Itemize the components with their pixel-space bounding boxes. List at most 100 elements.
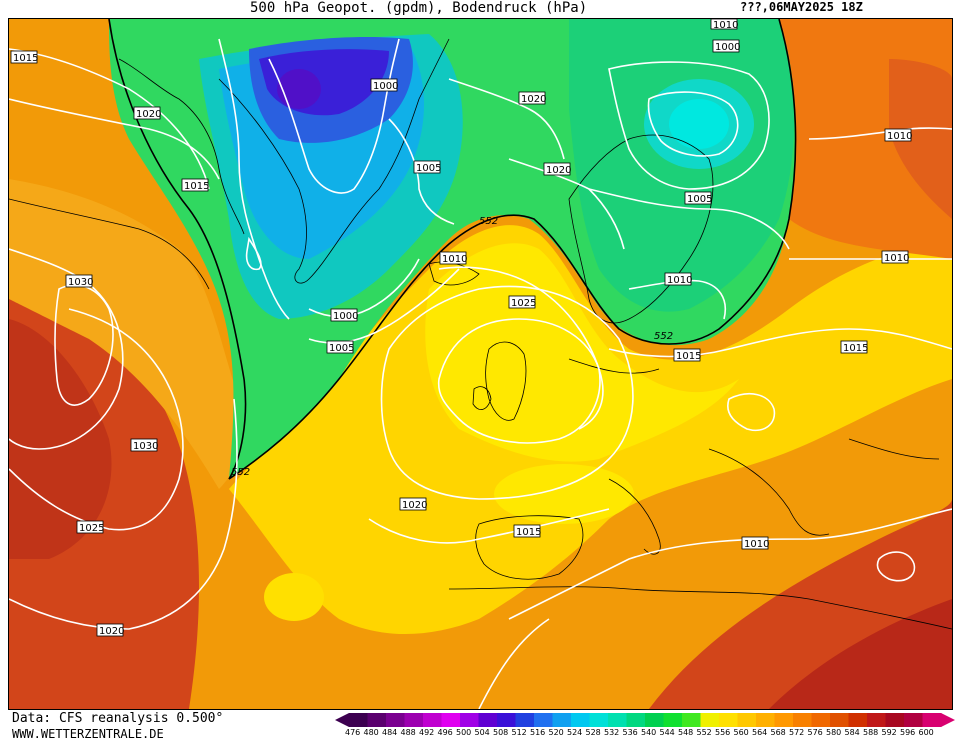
svg-text:1020: 1020 xyxy=(99,626,124,637)
isobar-1010-scand xyxy=(588,188,790,250)
legend-tick-label: 492 xyxy=(419,728,435,737)
legend-swatch xyxy=(811,713,831,727)
isobar-south-fragment xyxy=(478,618,550,709)
legend-swatch xyxy=(645,713,664,727)
legend-tick-label: 564 xyxy=(752,728,768,737)
svg-text:1025: 1025 xyxy=(79,523,104,534)
isobar-1000-south xyxy=(308,258,420,318)
isobar-1010-se xyxy=(508,508,952,620)
legend-tick-label: 584 xyxy=(844,728,860,737)
legend-tick-label: 560 xyxy=(733,728,749,737)
legend-swatch xyxy=(922,713,942,727)
field-yellow-spot-central xyxy=(494,464,634,524)
pressure-label: 1020 xyxy=(399,497,427,511)
legend-tick-label: 580 xyxy=(826,728,842,737)
isobar-1020-sw xyxy=(9,398,238,630)
legend-swatch xyxy=(552,713,572,727)
legend-tick-label: 496 xyxy=(437,728,453,737)
legend-tick-label: 548 xyxy=(678,728,694,737)
legend-swatch xyxy=(386,713,405,727)
legend-tick-label: 588 xyxy=(863,728,879,737)
svg-text:1015: 1015 xyxy=(843,343,868,354)
pressure-label: 1005 xyxy=(684,191,712,205)
color-scale-legend xyxy=(335,713,955,727)
svg-text:1010: 1010 xyxy=(884,253,909,264)
pressure-label: 1000 xyxy=(330,308,358,322)
legend-swatch xyxy=(848,713,868,727)
legend-tick-label: 540 xyxy=(641,728,657,737)
pressure-label: 1010 xyxy=(664,272,692,286)
legend-tick-label: 480 xyxy=(363,728,379,737)
pressure-label: 1010 xyxy=(710,19,738,31)
svg-text:1015: 1015 xyxy=(676,351,701,362)
pressure-label: 1000 xyxy=(370,78,398,92)
legend-swatch xyxy=(478,713,498,727)
legend-swatch xyxy=(423,713,442,727)
legend-tick-label: 596 xyxy=(900,728,916,737)
legend-swatch xyxy=(682,713,701,727)
svg-text:1030: 1030 xyxy=(133,441,158,452)
coast-iberia xyxy=(475,515,584,580)
geopotential-label: 552 xyxy=(231,467,250,478)
legend-swatch xyxy=(349,713,368,727)
geopotential-label: 552 xyxy=(654,331,673,342)
legend-tick-label: 572 xyxy=(789,728,805,737)
svg-text:1020: 1020 xyxy=(546,165,571,176)
svg-text:1005: 1005 xyxy=(329,343,354,354)
legend-tick-label: 552 xyxy=(696,728,712,737)
legend-tick-label: 500 xyxy=(456,728,472,737)
website-credit: WWW.WETTERZENTRALE.DE xyxy=(12,727,164,741)
pressure-label: 1005 xyxy=(413,160,441,174)
isobar-1010-iceland xyxy=(438,266,604,430)
pressure-label: 1000 xyxy=(712,39,740,53)
legend-tick-label: 524 xyxy=(567,728,583,737)
svg-text:1015: 1015 xyxy=(184,181,209,192)
coast-north-america xyxy=(9,198,210,290)
svg-text:1005: 1005 xyxy=(416,163,441,174)
legend-swatch xyxy=(367,713,387,727)
geopotential-labels: 552 552 552 xyxy=(231,216,673,478)
legend-tick-label: 532 xyxy=(604,728,620,737)
legend-tick-label: 528 xyxy=(585,728,601,737)
svg-text:1000: 1000 xyxy=(373,81,398,92)
field-purple-center xyxy=(277,69,321,109)
legend-swatch xyxy=(497,713,516,727)
pressure-label: 1025 xyxy=(76,520,104,534)
svg-text:1000: 1000 xyxy=(715,42,740,53)
legend-swatch xyxy=(774,713,794,727)
contour-552 xyxy=(108,19,797,480)
legend-tick-label: 536 xyxy=(622,728,638,737)
isobar-1020-mid xyxy=(508,158,625,250)
legend-swatch xyxy=(534,713,553,727)
svg-text:1005: 1005 xyxy=(687,194,712,205)
isobar-closed-balkans xyxy=(727,393,776,431)
isobar-1020-north xyxy=(448,78,565,160)
svg-text:1020: 1020 xyxy=(521,94,546,105)
legend-swatch xyxy=(793,713,812,727)
legend-tick-label: 568 xyxy=(770,728,786,737)
legend-tick-label: 484 xyxy=(382,728,398,737)
svg-text:1010: 1010 xyxy=(442,254,467,265)
data-source-credit: Data: CFS reanalysis 0.500° xyxy=(12,711,224,726)
pressure-label: 1010 xyxy=(741,536,769,550)
legend-arrow-high xyxy=(941,713,955,727)
weather-map: 1015 1020 1015 1030 1030 1025 1020 1000 … xyxy=(8,18,953,710)
pressure-labels: 1015 1020 1015 1030 1030 1025 1020 1000 … xyxy=(10,19,912,637)
legend-tick-label: 556 xyxy=(715,728,731,737)
legend-swatch xyxy=(830,713,849,727)
isobar-closed-se xyxy=(876,551,916,582)
field-darkorange-northeast xyxy=(889,59,952,219)
coast-baltic xyxy=(568,358,660,374)
coast-black-sea xyxy=(848,438,940,460)
pressure-label: 1020 xyxy=(543,162,571,176)
legend-tick-label: 516 xyxy=(530,728,546,737)
svg-text:1000: 1000 xyxy=(333,311,358,322)
pressure-label: 1015 xyxy=(10,50,38,64)
svg-text:1010: 1010 xyxy=(887,131,912,142)
field-yellow-spot-south xyxy=(264,573,324,621)
legend-swatch xyxy=(571,713,590,727)
legend-swatch xyxy=(589,713,609,727)
pressure-label: 1015 xyxy=(513,524,541,538)
isobar-1020-europe xyxy=(380,285,634,500)
pressure-label: 1015 xyxy=(181,178,209,192)
